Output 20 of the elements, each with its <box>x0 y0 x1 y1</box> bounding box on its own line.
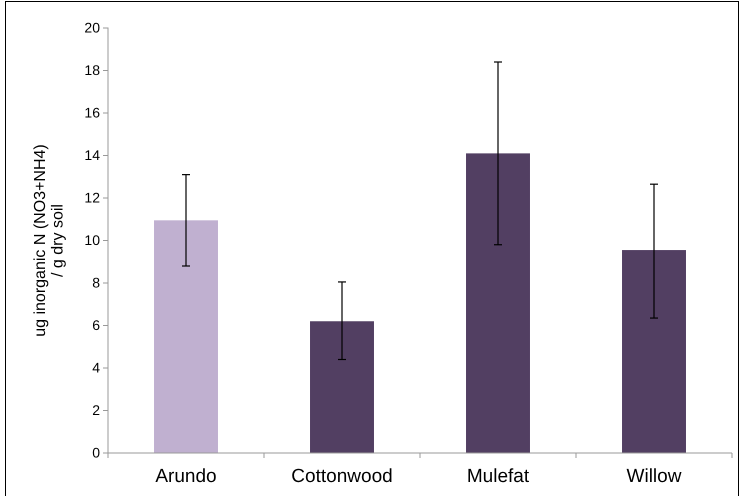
y-axis-title: ug inorganic N (NO3+NH4) / g dry soil <box>32 144 67 337</box>
y-tick-label: 14 <box>84 146 100 163</box>
x-tick-label: Cottonwood <box>291 466 393 487</box>
y-tick-label: 8 <box>92 274 100 290</box>
bar <box>466 153 530 453</box>
bar <box>154 220 218 453</box>
x-tick-label: Willow <box>626 466 682 487</box>
y-tick-label: 20 <box>84 19 100 36</box>
y-tick-label: 10 <box>84 232 100 248</box>
y-tick-label: 0 <box>92 444 100 460</box>
bar <box>622 250 686 453</box>
y-tick-label: 16 <box>84 104 100 120</box>
y-tick-label: 2 <box>92 402 100 418</box>
y-tick-label: 6 <box>92 316 100 333</box>
x-tick-label: Arundo <box>155 466 217 487</box>
x-tick-label: Mulefat <box>466 466 530 487</box>
y-tick-label: 18 <box>84 62 100 78</box>
y-tick-label: 12 <box>84 189 100 206</box>
bar <box>310 321 374 453</box>
y-tick-label: 4 <box>92 359 100 376</box>
